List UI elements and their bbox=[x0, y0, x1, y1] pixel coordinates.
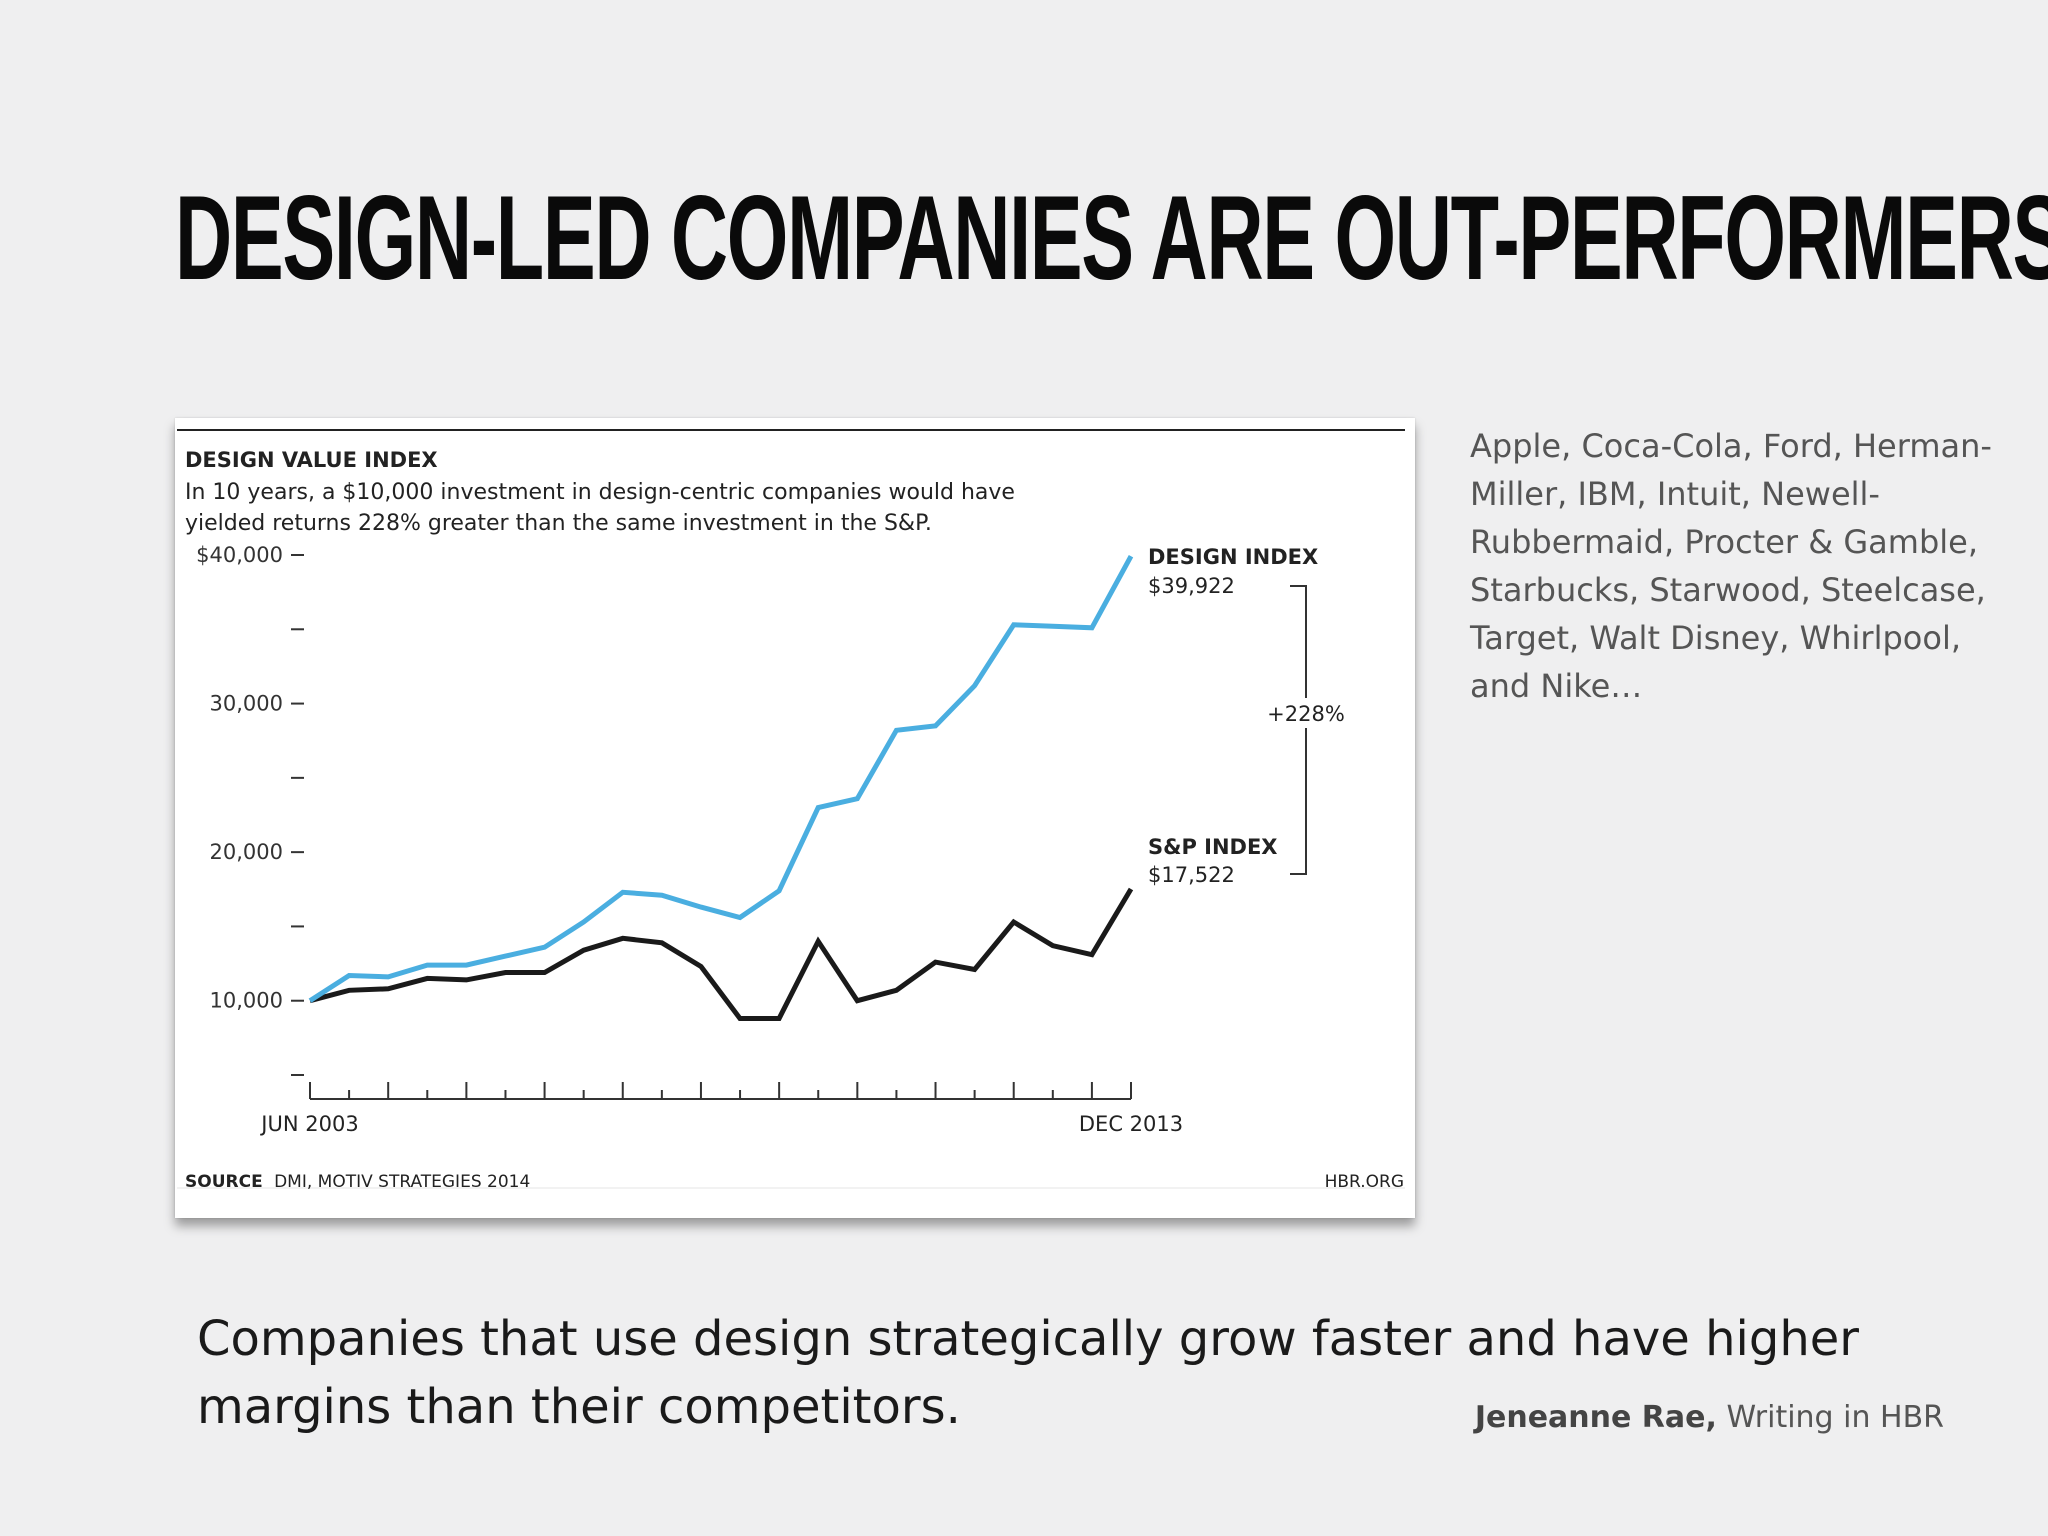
y-tick-label-6: 10,000 bbox=[210, 989, 283, 1013]
design-index-line bbox=[308, 555, 1134, 1003]
y-axis: $40,000 30,000 20,000 10,000 bbox=[196, 543, 304, 1076]
slide-title: DESIGN-LED COMPANIES ARE OUT-PERFORMERS bbox=[175, 171, 2048, 305]
legend-design-index-value: $39,922 bbox=[1148, 574, 1235, 598]
y-tick-label-4: 20,000 bbox=[210, 840, 283, 864]
source-text: DMI, MOTIV STRATEGIES 2014 bbox=[274, 1172, 530, 1192]
quote-text: Companies that use design strategically … bbox=[197, 1311, 1859, 1435]
x-start-label: JUN 2003 bbox=[259, 1112, 358, 1136]
quote-attribution: Jeneanne Rae, Writing in HBR bbox=[1475, 1400, 1944, 1435]
chart-subtitle-line-2: yielded returns 228% greater than the sa… bbox=[185, 511, 932, 536]
attribution-source: Writing in HBR bbox=[1726, 1400, 1944, 1435]
legend-sp-index-value: $17,522 bbox=[1148, 863, 1235, 887]
x-end-label: DEC 2013 bbox=[1079, 1112, 1183, 1136]
chart-title: DESIGN VALUE INDEX bbox=[185, 448, 438, 472]
x-axis: JUN 2003 DEC 2013 bbox=[259, 1082, 1183, 1136]
legend-sp-index-name: S&P INDEX bbox=[1148, 835, 1278, 859]
difference-bracket bbox=[1290, 585, 1307, 875]
legend-design-index-name: DESIGN INDEX bbox=[1148, 545, 1318, 569]
site-label: HBR.ORG bbox=[1325, 1172, 1404, 1192]
difference-label: +228% bbox=[1267, 702, 1345, 726]
companies-list: Apple, Coca-Cola, Ford, Herman-Miller, I… bbox=[1470, 427, 1992, 705]
attribution-author: Jeneanne Rae, bbox=[1474, 1400, 1717, 1435]
y-tick-label-2: 30,000 bbox=[210, 692, 283, 716]
series-lines bbox=[308, 555, 1134, 1021]
sp-index-line bbox=[309, 887, 1134, 1021]
source-bold: SOURCE bbox=[185, 1172, 263, 1192]
design-value-index-chart: DESIGN VALUE INDEX In 10 years, a $10,00… bbox=[177, 429, 1405, 1192]
source-label: SOURCE DMI, MOTIV STRATEGIES 2014 bbox=[185, 1172, 530, 1192]
difference-label-background bbox=[1260, 698, 1352, 728]
chart-card: DESIGN VALUE INDEX In 10 years, a $10,00… bbox=[175, 418, 1415, 1218]
y-tick-label-0: $40,000 bbox=[196, 543, 283, 567]
chart-subtitle-line-1: In 10 years, a $10,000 investment in des… bbox=[185, 480, 1015, 505]
